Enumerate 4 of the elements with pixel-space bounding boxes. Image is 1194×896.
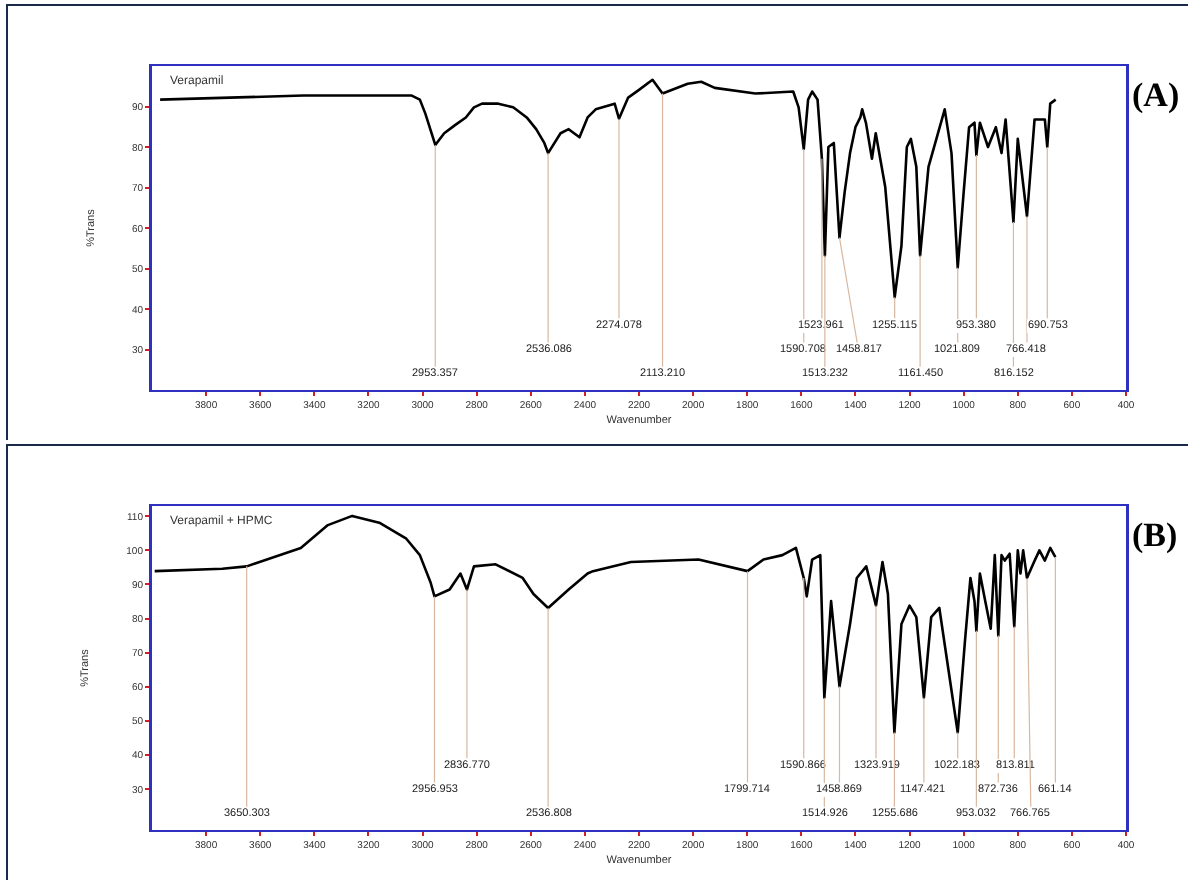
text: (B) — [1132, 516, 1178, 554]
line-series — [153, 514, 1057, 734]
line-series — [158, 78, 1057, 299]
text: (A) — [1132, 76, 1180, 114]
